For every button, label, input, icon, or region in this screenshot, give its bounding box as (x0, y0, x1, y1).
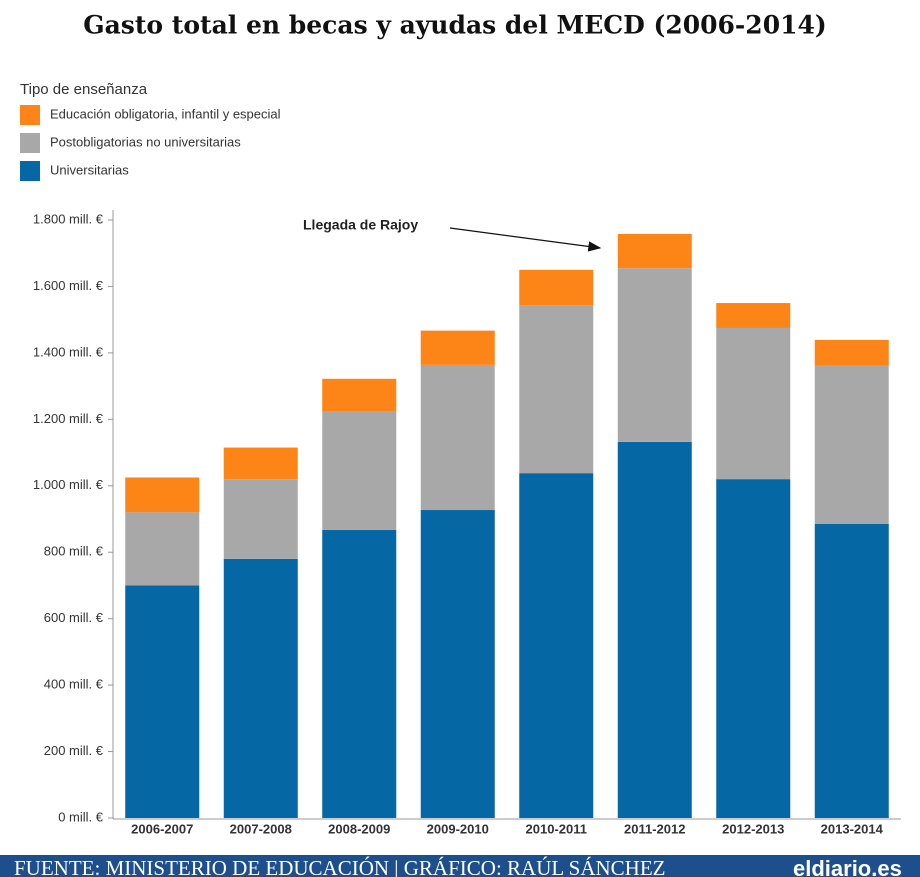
y-tick-label: 1.000 mill. € (33, 477, 104, 492)
bar-segment (420, 330, 495, 365)
annotation: Llegada de Rajoy (303, 217, 418, 233)
bar-segment (223, 558, 298, 818)
y-tick-label: 1.200 mill. € (33, 411, 104, 426)
bar-segment (125, 585, 200, 818)
bar-segment (716, 479, 791, 818)
bar-segment (322, 529, 397, 818)
y-tick-label: 1.800 mill. € (33, 211, 104, 226)
bar-segment (322, 411, 397, 530)
y-tick-label: 600 mill. € (44, 610, 104, 625)
bar-segment (322, 378, 397, 412)
x-tick-label: 2010-2011 (526, 821, 587, 836)
x-tick-label: 2013-2014 (821, 821, 884, 836)
bar-segment (519, 305, 594, 474)
bar-segment (716, 303, 791, 328)
y-tick-label: 800 mill. € (44, 544, 104, 559)
bar-segment (223, 447, 298, 480)
legend-label: Postobligatorias no universitarias (50, 134, 241, 149)
x-tick-label: 2012-2013 (722, 821, 784, 836)
bar-segment (617, 441, 692, 818)
bar-segment (617, 268, 692, 442)
x-tick-label: 2008-2009 (328, 821, 390, 836)
x-tick-label: 2006-2007 (131, 821, 193, 836)
footer (0, 855, 920, 877)
bar-segment (716, 327, 791, 480)
bar-segment (125, 477, 200, 513)
bar-segment (125, 512, 200, 586)
x-tick-label: 2011-2012 (624, 821, 685, 836)
y-tick-label: 0 mill. € (58, 809, 104, 824)
y-tick-label: 1.400 mill. € (33, 344, 104, 359)
source: FUENTE: MINISTERIO DE EDUCACIÓN | GRÁFIC… (14, 856, 666, 877)
legend-label: Educación obligatoria, infantil y especi… (50, 106, 281, 121)
bar-segment (814, 365, 889, 524)
legend-title: Tipo de enseñanza (20, 81, 148, 98)
bar-segment (814, 339, 889, 366)
annotation-arrow (449, 227, 602, 252)
bar-segment (519, 473, 594, 818)
bar-segment (519, 269, 594, 306)
legend-swatch (20, 133, 40, 153)
bar-segment (420, 510, 495, 818)
bar-segment (814, 523, 889, 818)
legend-swatch (20, 161, 40, 181)
chart-title: Gasto total en becas y ayudas del MECD (… (83, 11, 826, 40)
logo: eldiario.es (793, 856, 902, 877)
x-tick-label: 2009-2010 (427, 821, 489, 836)
bar-segment (617, 233, 692, 269)
legend-label: Universitarias (50, 162, 129, 177)
y-tick-label: 200 mill. € (44, 743, 104, 758)
bar-segment (420, 364, 495, 511)
y-tick-label: 400 mill. € (44, 677, 104, 692)
bar-segment (223, 479, 298, 559)
legend-swatch (20, 105, 40, 125)
x-tick-label: 2007-2008 (230, 821, 292, 836)
y-tick-label: 1.600 mill. € (33, 278, 104, 293)
